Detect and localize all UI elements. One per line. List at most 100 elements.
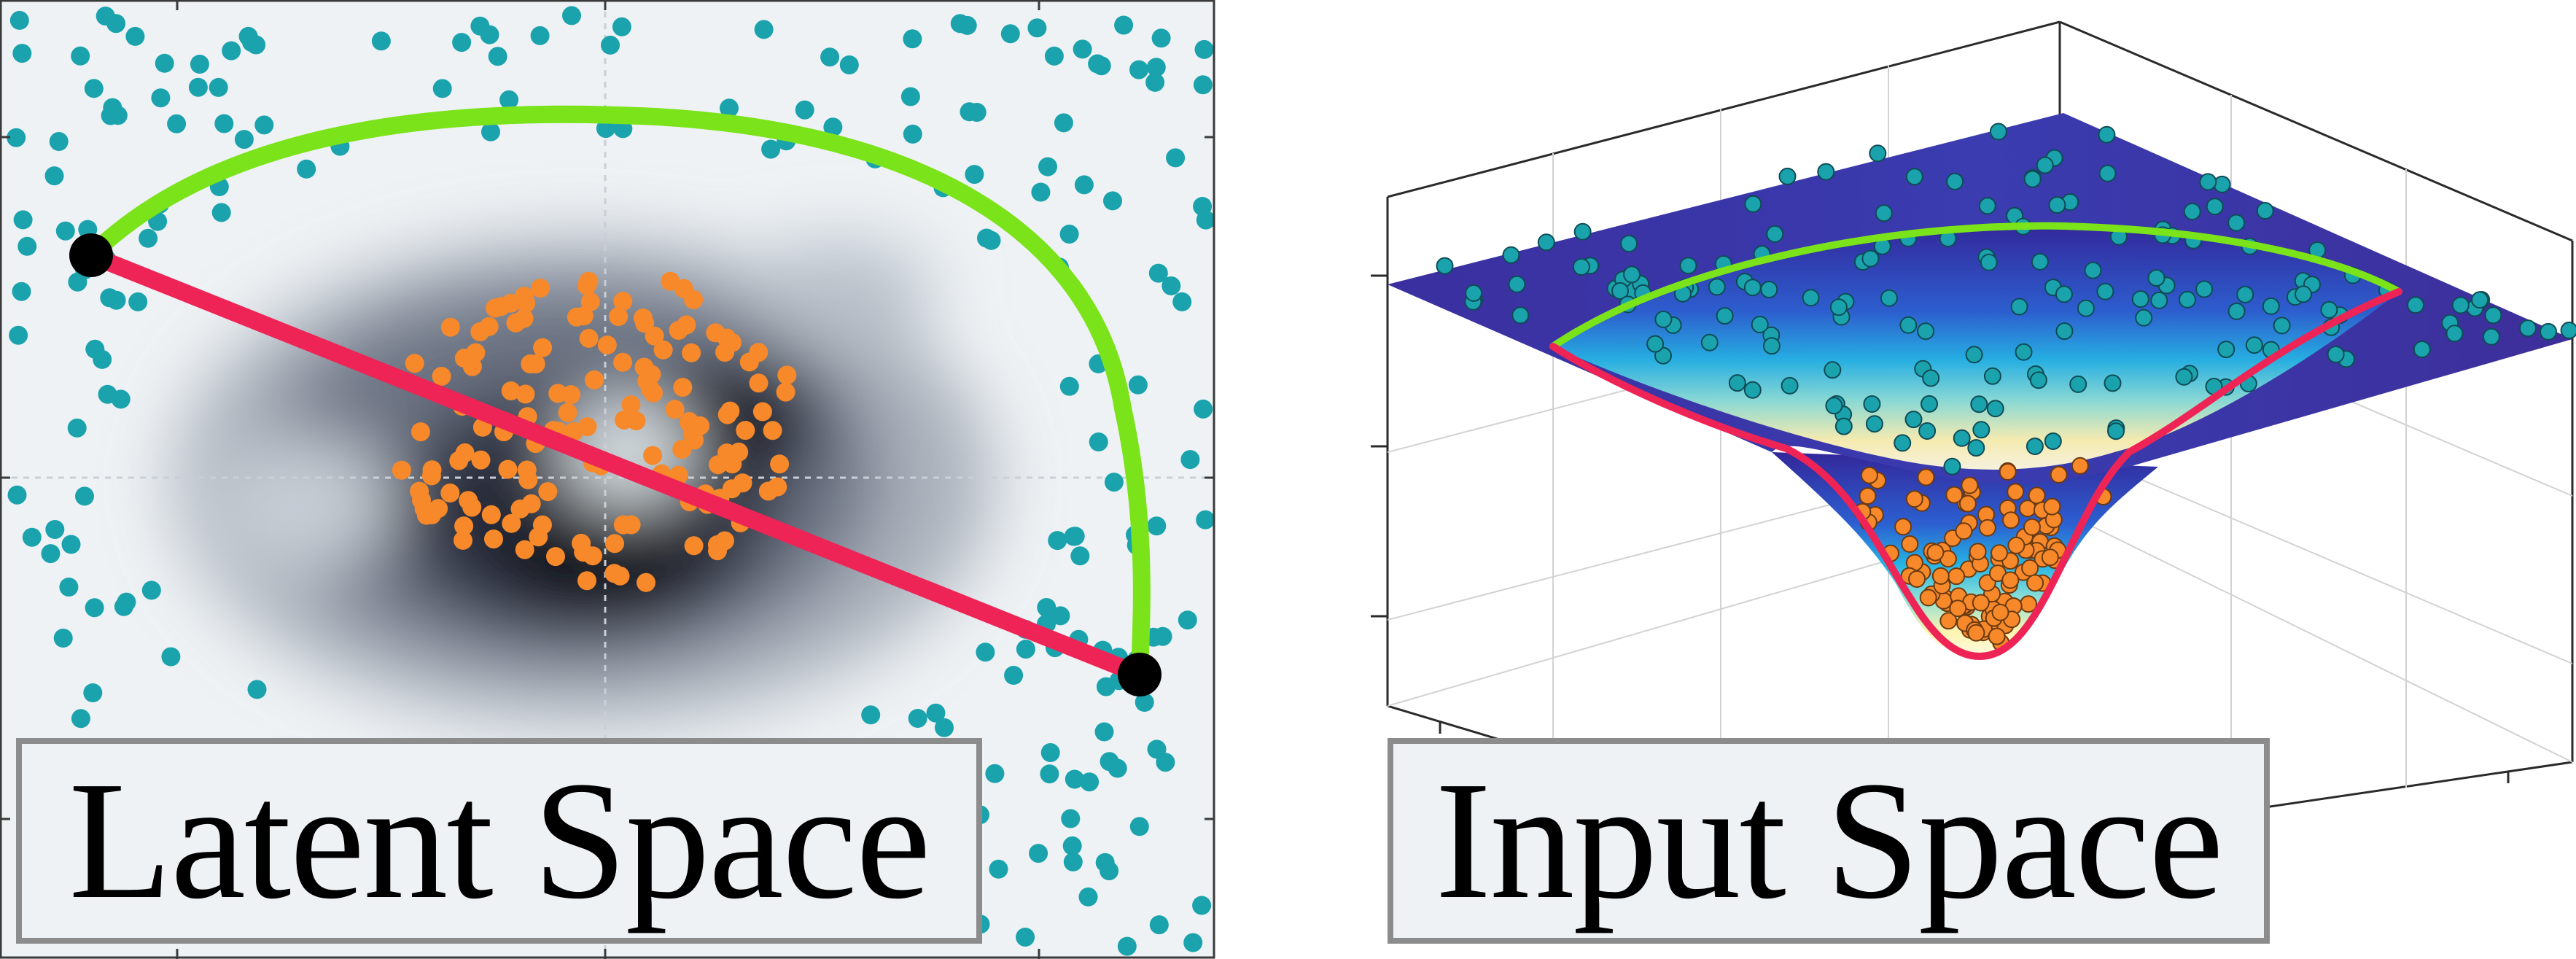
outer-point: [720, 98, 739, 118]
outer-point: [1153, 626, 1172, 646]
outer-point: [1894, 434, 1912, 452]
latent-start-point: [69, 233, 113, 277]
inner-point: [1859, 487, 1877, 505]
outer-point: [2407, 296, 2424, 314]
outer-point: [114, 597, 133, 616]
outer-point: [151, 88, 171, 108]
outer-point: [103, 98, 122, 117]
outer-point: [2519, 319, 2537, 338]
outer-point: [1103, 191, 1122, 211]
outer-point: [1059, 376, 1079, 396]
outer-point: [985, 764, 1005, 783]
outer-point: [85, 598, 104, 618]
outer-point: [1074, 175, 1094, 195]
outer-point: [1983, 367, 2001, 385]
outer-point: [161, 647, 181, 667]
outer-point: [1716, 307, 1734, 325]
outer-point: [1922, 369, 1940, 387]
inner-point: [466, 343, 486, 362]
outer-point: [190, 55, 209, 74]
inner-point: [440, 317, 460, 337]
outer-point: [965, 165, 984, 185]
inner-point: [2023, 518, 2041, 536]
outer-point: [1100, 861, 1119, 881]
outer-point: [1088, 54, 1108, 74]
outer-point: [2179, 290, 2196, 308]
inner-point: [1926, 543, 1945, 562]
outer-point: [2131, 290, 2149, 308]
inner-point: [2007, 536, 2026, 554]
input-space-caption-box: Input Space: [1388, 738, 2270, 944]
inner-point: [515, 287, 534, 306]
outer-point: [1781, 376, 1799, 395]
inner-point: [392, 460, 411, 480]
inner-point: [609, 307, 629, 326]
outer-point: [1943, 457, 1961, 475]
latent-geodesic-curve: [82, 105, 1151, 683]
inner-point: [684, 536, 704, 556]
outer-point: [2010, 298, 2028, 316]
outer-point: [1865, 415, 1883, 433]
outer-point: [1986, 400, 2004, 418]
outer-point: [2217, 341, 2235, 359]
outer-point: [2273, 317, 2291, 335]
inner-point: [484, 529, 503, 549]
inner-point: [574, 543, 594, 562]
outer-point: [1972, 421, 1991, 439]
outer-point: [106, 14, 126, 34]
latent-straight-line: [82, 246, 1148, 683]
outer-point: [1149, 915, 1169, 935]
inner-point: [613, 352, 633, 372]
outer-point: [1824, 361, 1842, 379]
outer-point: [1040, 764, 1059, 784]
inner-point: [708, 541, 727, 561]
outer-point: [1166, 148, 1186, 168]
inner-point: [561, 385, 580, 405]
outer-point: [1436, 257, 1454, 275]
outer-point: [1064, 527, 1083, 546]
outer-point: [2320, 300, 2338, 319]
outer-point: [1094, 722, 1114, 742]
outer-point: [128, 292, 148, 311]
outer-point: [71, 709, 90, 729]
outer-point: [2560, 322, 2576, 339]
outer-point: [1147, 739, 1167, 759]
outer-point: [2256, 202, 2274, 220]
inner-point: [471, 450, 491, 470]
outer-point: [1193, 197, 1213, 216]
inner-point: [515, 384, 535, 404]
inner-point: [1991, 544, 2008, 562]
outer-point: [989, 859, 1008, 879]
inner-point: [558, 403, 577, 422]
outer-point: [44, 166, 64, 186]
outer-point: [1059, 225, 1079, 244]
outer-point: [2195, 280, 2214, 298]
outer-point: [2015, 343, 2033, 361]
outer-point: [1829, 298, 1848, 317]
outer-point: [1762, 337, 1781, 355]
inner-point: [776, 382, 795, 402]
outer-point: [530, 26, 550, 45]
outer-point: [761, 139, 781, 159]
inner-point: [706, 323, 725, 343]
inner-point: [665, 400, 685, 419]
outer-point: [61, 535, 81, 554]
outer-point: [1100, 752, 1119, 772]
outer-point: [2098, 125, 2116, 144]
outer-point: [2098, 164, 2117, 182]
inner-point: [604, 564, 624, 583]
outer-point: [1778, 167, 1797, 185]
outer-point: [2295, 285, 2312, 303]
inner-point: [502, 513, 521, 533]
input-box-ticks: [1371, 274, 2510, 783]
outer-point: [2227, 302, 2246, 320]
outer-point: [1880, 289, 1898, 307]
outer-point: [254, 115, 274, 135]
inner-point: [481, 505, 501, 524]
inner-point: [673, 378, 693, 397]
outer-point: [1918, 422, 1937, 440]
inner-point: [749, 373, 768, 393]
inner-point: [661, 271, 680, 291]
inner-point: [1988, 627, 2006, 645]
